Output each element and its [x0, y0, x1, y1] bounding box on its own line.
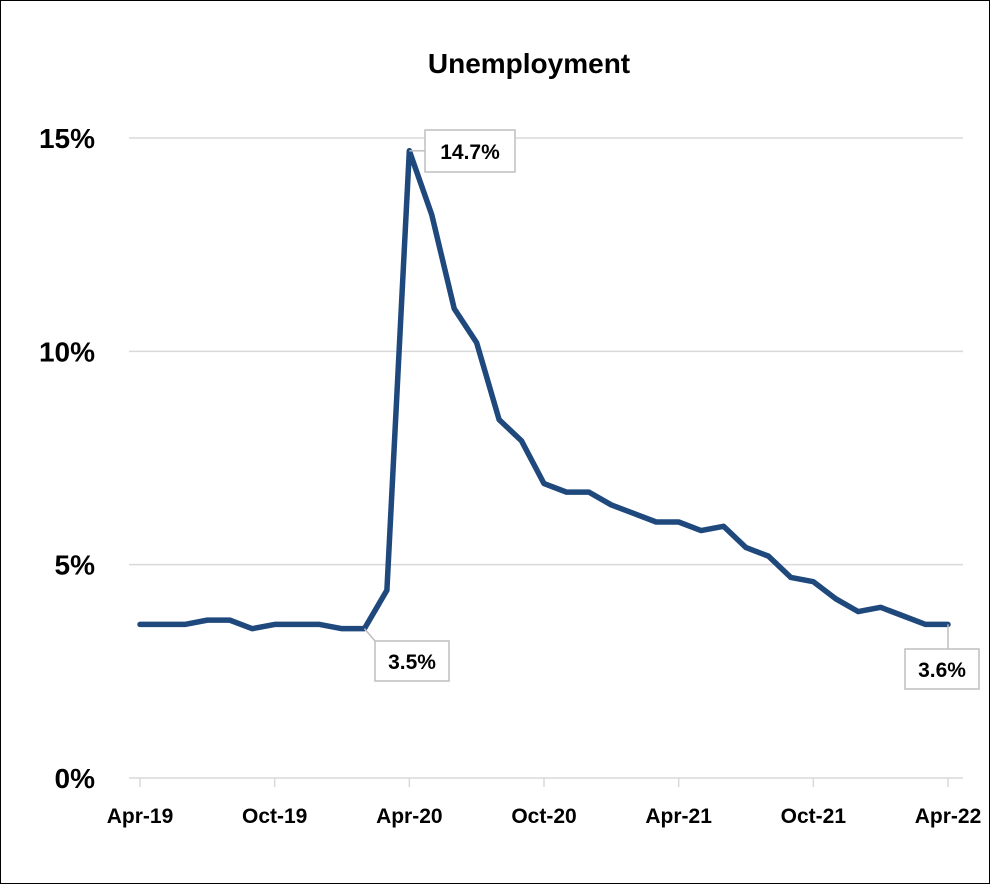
y-tick-label: 5%: [55, 550, 96, 581]
chart-title: Unemployment: [428, 48, 630, 79]
y-tick-label: 0%: [55, 763, 96, 794]
callout-leader: [363, 628, 376, 642]
callout-box: [904, 648, 980, 690]
x-tick-label: Apr-19: [107, 805, 174, 828]
y-tick-label: 10%: [39, 336, 95, 367]
callout-box: [424, 129, 516, 173]
data-label-callout: 3.5%: [363, 628, 450, 682]
x-tick-label: Oct-21: [781, 805, 847, 828]
data-label: 3.5%: [388, 651, 436, 674]
x-tick-label: Apr-22: [915, 805, 982, 828]
x-axis-ticks: Apr-19 Oct-19 Apr-20 Oct-20 Apr-21 Oct-21 Apr-…: [107, 805, 982, 828]
x-tick-label: Apr-21: [645, 805, 712, 828]
x-tick-label: Apr-20: [376, 805, 443, 828]
y-tick-label: 15%: [39, 123, 95, 154]
data-label: 3.6%: [918, 659, 966, 682]
x-tick-label: Oct-20: [511, 805, 576, 828]
unemployment-line: [137, 148, 951, 632]
callout-box: [374, 640, 450, 682]
data-label: 14.7%: [440, 141, 500, 164]
x-axis: [129, 777, 963, 787]
y-axis-ticks: 0% 5% 10% 15%: [39, 123, 95, 794]
data-label-callout: 3.6%: [904, 624, 980, 690]
series-layer: [137, 148, 951, 632]
gridlines: [129, 137, 963, 566]
data-label-callouts: 14.7% 3.5% 3.6%: [363, 129, 980, 690]
data-label-callout: 14.7%: [409, 129, 516, 173]
x-tick-label: Oct-19: [242, 805, 307, 828]
